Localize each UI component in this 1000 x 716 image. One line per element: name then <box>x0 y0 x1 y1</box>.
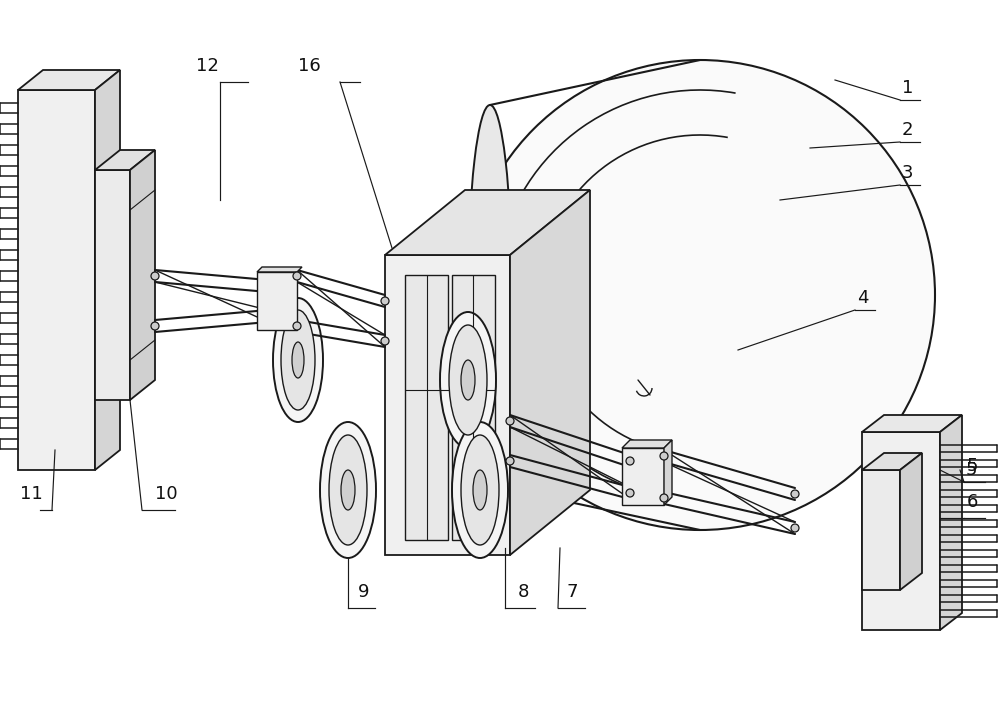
Polygon shape <box>900 453 922 590</box>
Text: 5: 5 <box>967 457 978 475</box>
Polygon shape <box>622 448 664 505</box>
Polygon shape <box>862 415 962 432</box>
Polygon shape <box>862 470 900 590</box>
Polygon shape <box>257 272 297 330</box>
Text: 6: 6 <box>967 493 978 511</box>
Circle shape <box>506 457 514 465</box>
Ellipse shape <box>273 298 323 422</box>
Polygon shape <box>257 267 302 272</box>
Text: 10: 10 <box>155 485 178 503</box>
Ellipse shape <box>452 422 508 558</box>
Polygon shape <box>405 275 448 540</box>
Polygon shape <box>95 170 130 400</box>
Polygon shape <box>95 150 155 170</box>
Polygon shape <box>385 255 510 555</box>
Circle shape <box>791 490 799 498</box>
Ellipse shape <box>461 360 475 400</box>
Polygon shape <box>130 150 155 400</box>
Polygon shape <box>664 440 672 505</box>
Circle shape <box>791 524 799 532</box>
Circle shape <box>626 489 634 497</box>
Polygon shape <box>510 190 590 555</box>
Polygon shape <box>862 453 922 470</box>
Ellipse shape <box>468 105 512 485</box>
Ellipse shape <box>473 470 487 510</box>
Circle shape <box>293 272 301 280</box>
Circle shape <box>660 494 668 502</box>
Circle shape <box>660 452 668 460</box>
Polygon shape <box>18 90 95 470</box>
Ellipse shape <box>461 435 499 545</box>
Text: 9: 9 <box>358 583 370 601</box>
Circle shape <box>381 337 389 345</box>
Circle shape <box>151 322 159 330</box>
Polygon shape <box>940 415 962 630</box>
Polygon shape <box>95 70 120 470</box>
Text: 16: 16 <box>298 57 321 75</box>
Text: 12: 12 <box>196 57 219 75</box>
Text: 1: 1 <box>902 79 913 97</box>
Circle shape <box>465 60 935 530</box>
Ellipse shape <box>320 422 376 558</box>
Circle shape <box>381 297 389 305</box>
Ellipse shape <box>292 342 304 378</box>
Text: 5: 5 <box>966 461 978 479</box>
Circle shape <box>506 417 514 425</box>
Text: 4: 4 <box>857 289 868 307</box>
Ellipse shape <box>329 435 367 545</box>
Ellipse shape <box>440 312 496 448</box>
Ellipse shape <box>281 310 315 410</box>
Ellipse shape <box>449 325 487 435</box>
Polygon shape <box>18 70 120 90</box>
Polygon shape <box>385 190 590 255</box>
Text: 8: 8 <box>518 583 529 601</box>
Text: 3: 3 <box>902 164 914 182</box>
Circle shape <box>293 322 301 330</box>
Text: 11: 11 <box>20 485 43 503</box>
Circle shape <box>626 457 634 465</box>
Polygon shape <box>452 275 495 540</box>
Ellipse shape <box>341 470 355 510</box>
Text: 2: 2 <box>902 121 914 139</box>
Polygon shape <box>862 432 940 630</box>
Polygon shape <box>622 440 672 448</box>
Circle shape <box>151 272 159 280</box>
Text: 7: 7 <box>566 583 578 601</box>
